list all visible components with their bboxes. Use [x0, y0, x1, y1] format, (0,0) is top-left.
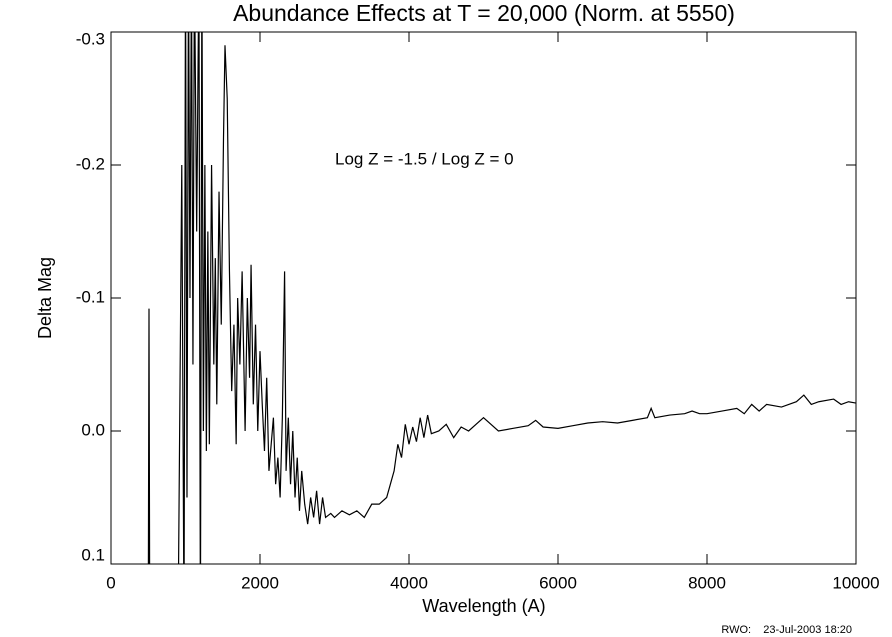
data-line: [147, 32, 856, 564]
x-tick-label: 10000: [832, 573, 879, 592]
footnote: RWO: 23-Jul-2003 18:20: [721, 624, 852, 636]
y-tick-label: 0.0: [81, 420, 105, 439]
y-tick-label: -0.1: [76, 287, 105, 306]
y-tick-label: -0.3: [76, 29, 105, 48]
x-tick-label: 8000: [688, 573, 726, 592]
y-tick-label: 0.1: [81, 545, 105, 564]
x-tick-label: 2000: [241, 573, 279, 592]
annotation: Log Z = -1.5 / Log Z = 0: [335, 149, 514, 168]
plot-frame: [110, 31, 857, 565]
x-tick-label: 0: [106, 573, 115, 592]
chart-title: Abundance Effects at T = 20,000 (Norm. a…: [233, 0, 735, 26]
x-tick-label: 6000: [539, 573, 577, 592]
x-tick-label: 4000: [390, 573, 428, 592]
y-tick-label: -0.2: [76, 154, 105, 173]
x-axis-label: Wavelength (A): [422, 596, 545, 616]
y-axis-label: Delta Mag: [35, 257, 55, 339]
